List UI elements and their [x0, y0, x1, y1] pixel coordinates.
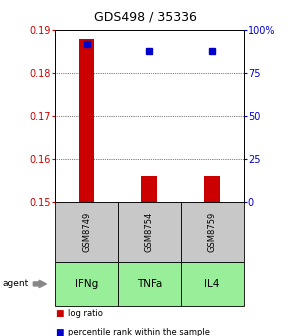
Bar: [79, 39, 94, 202]
Text: IFNg: IFNg: [75, 279, 98, 289]
Text: GSM8749: GSM8749: [82, 212, 91, 252]
Text: percentile rank within the sample: percentile rank within the sample: [68, 328, 210, 336]
Text: ■: ■: [55, 328, 64, 336]
Text: GSM8754: GSM8754: [145, 212, 154, 252]
Text: log ratio: log ratio: [68, 309, 103, 318]
Text: ■: ■: [55, 309, 64, 318]
Text: GDS498 / 35336: GDS498 / 35336: [94, 10, 196, 23]
Text: agent: agent: [3, 280, 29, 288]
Bar: [142, 176, 157, 202]
Text: TNFa: TNFa: [137, 279, 162, 289]
Text: IL4: IL4: [204, 279, 220, 289]
Bar: [204, 176, 220, 202]
Text: GSM8759: GSM8759: [208, 212, 217, 252]
